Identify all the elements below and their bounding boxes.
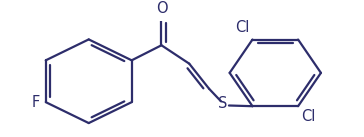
Text: Cl: Cl <box>235 20 249 35</box>
Text: F: F <box>32 95 40 110</box>
Text: S: S <box>218 96 228 111</box>
Text: Cl: Cl <box>301 109 316 124</box>
Text: O: O <box>156 1 167 16</box>
